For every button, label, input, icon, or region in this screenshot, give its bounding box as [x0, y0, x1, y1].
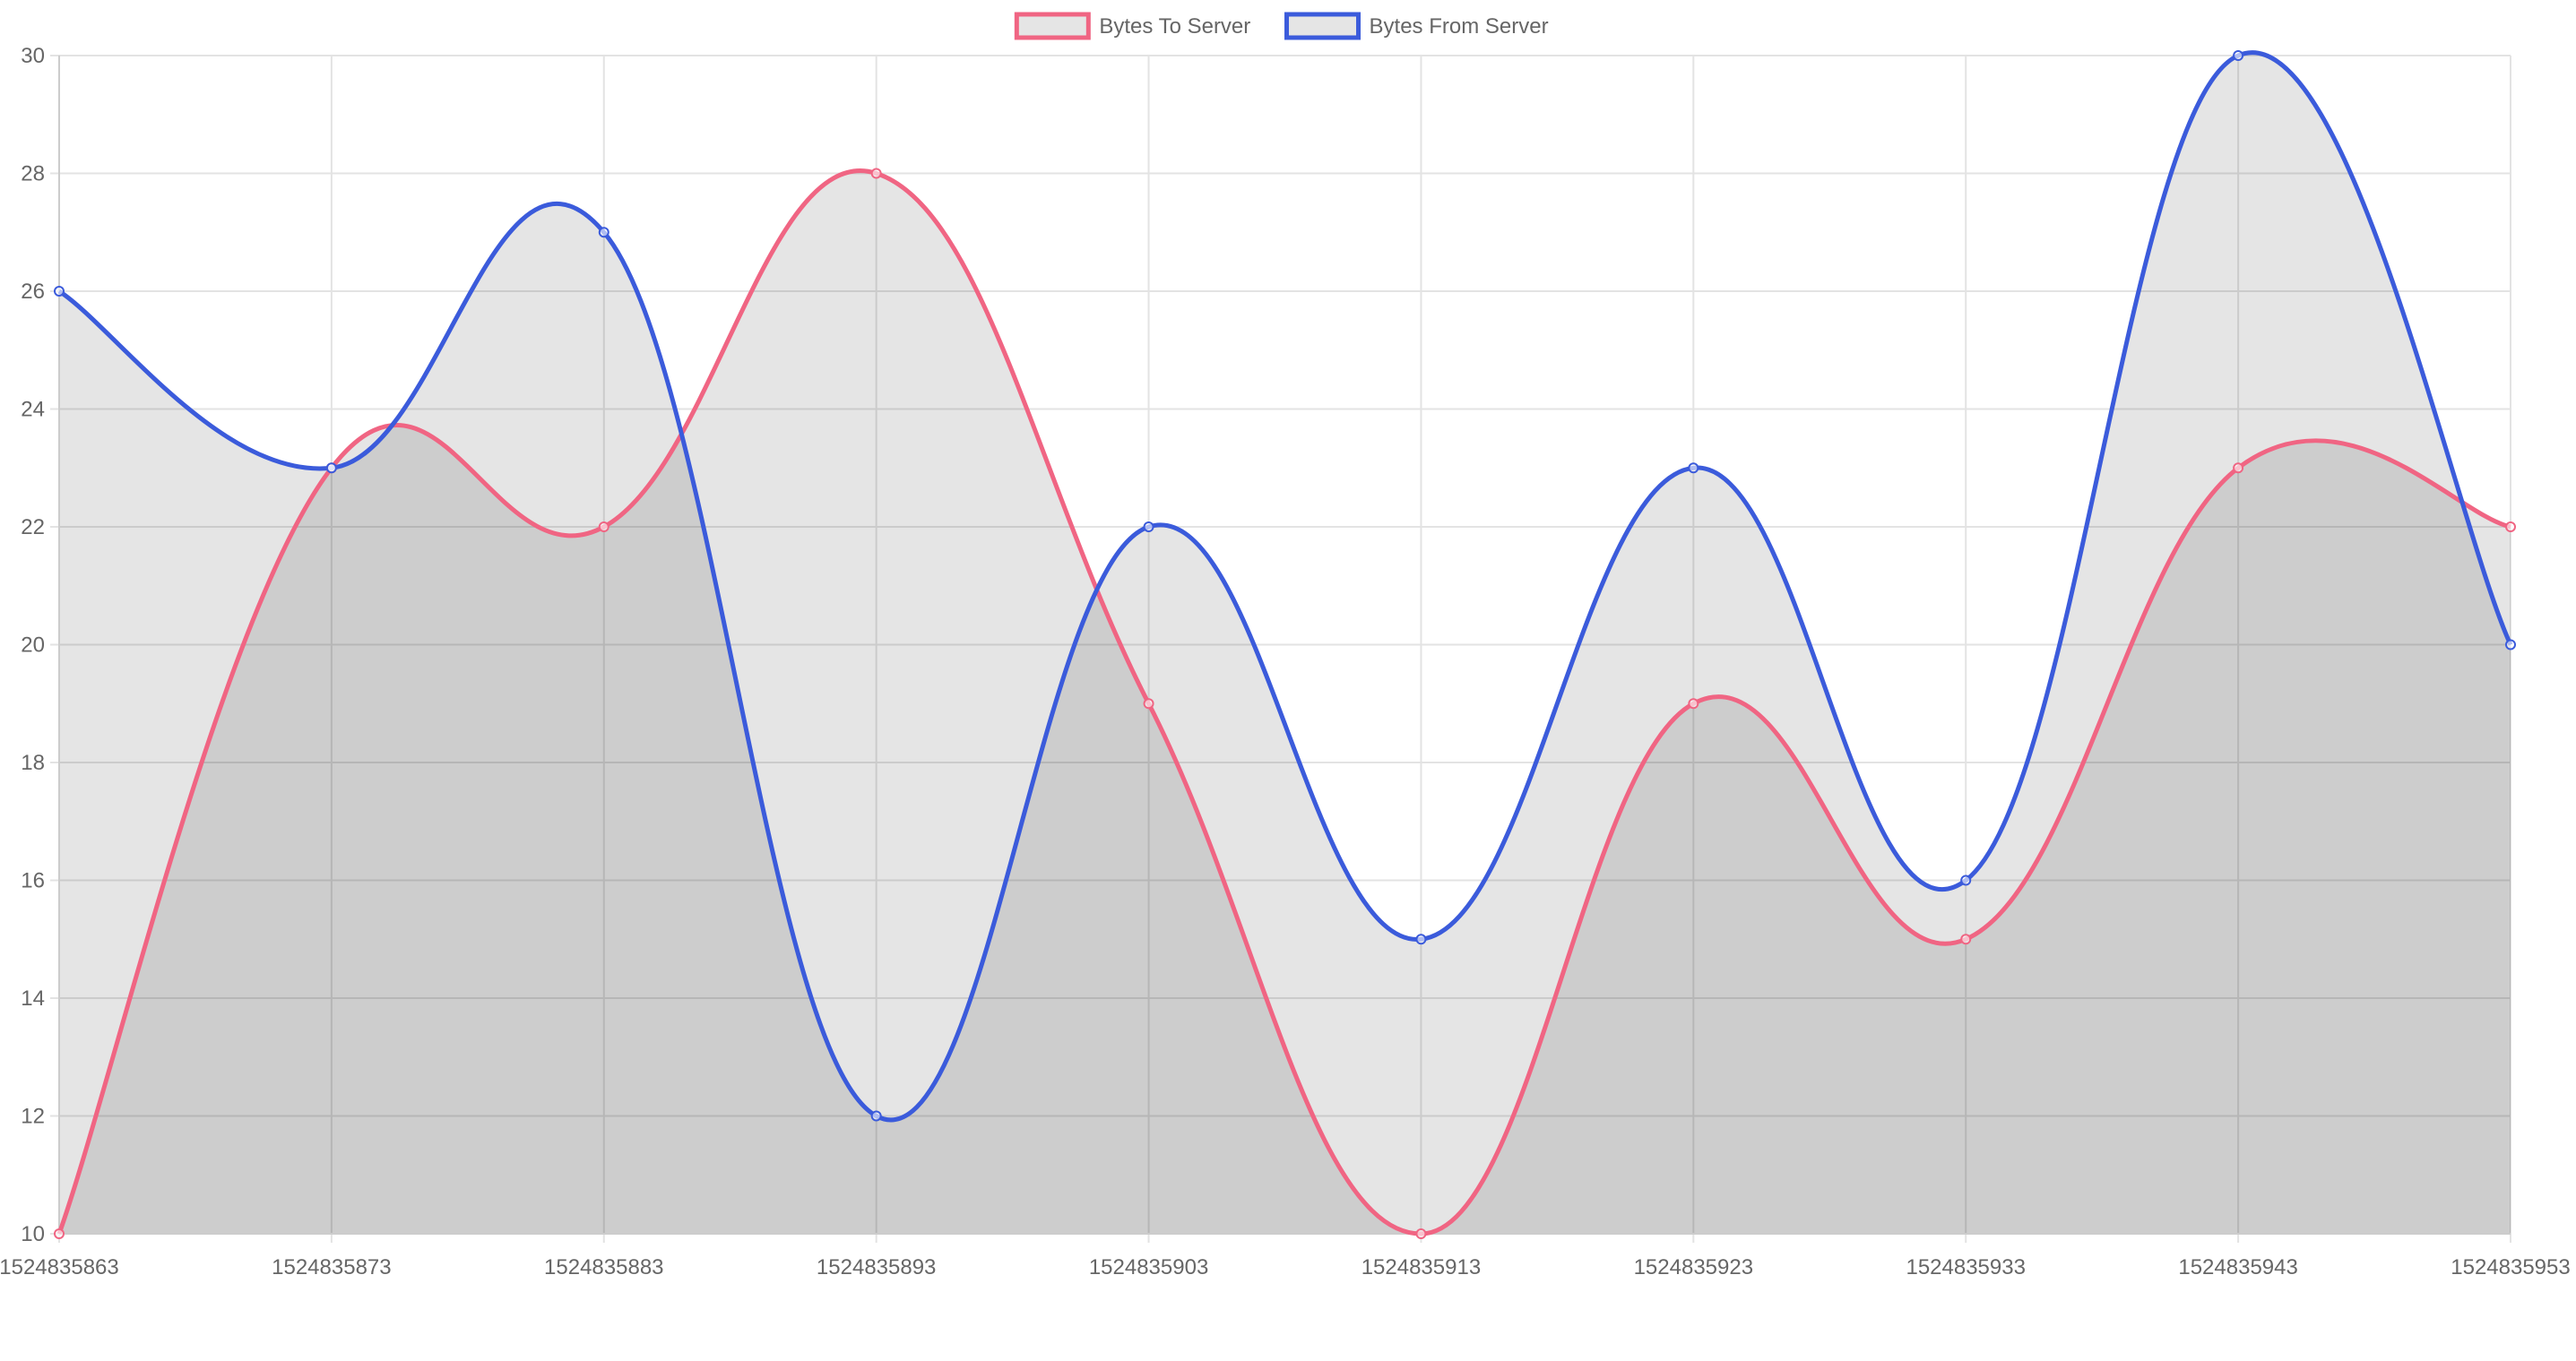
data-point[interactable] — [1688, 462, 1699, 474]
y-tick-label: 14 — [21, 986, 45, 1011]
x-tick-label: 1524835863 — [0, 1255, 119, 1279]
x-tick-label: 1524835953 — [2451, 1255, 2570, 1279]
x-tick-label: 1524835873 — [272, 1255, 391, 1279]
y-tick-label: 28 — [21, 162, 45, 186]
series-line-1 — [56, 168, 2511, 1236]
data-point[interactable] — [598, 227, 609, 238]
legend-item-1[interactable]: Bytes To Server — [1014, 12, 1250, 40]
y-tick-label: 12 — [21, 1105, 45, 1129]
y-tick-label: 10 — [21, 1222, 45, 1246]
series-line-2 — [57, 50, 2513, 1123]
data-point[interactable] — [325, 462, 337, 474]
data-point[interactable] — [54, 286, 65, 297]
data-point[interactable] — [2505, 639, 2516, 650]
data-point[interactable] — [2505, 521, 2516, 532]
x-tick-label: 1524835893 — [817, 1255, 936, 1279]
y-tick-label: 26 — [21, 280, 45, 304]
data-point[interactable] — [2233, 462, 2244, 474]
data-point[interactable] — [1960, 934, 1972, 945]
x-tick-label: 1524835913 — [1361, 1255, 1481, 1279]
data-point[interactable] — [54, 1228, 65, 1239]
axes: 10 12 14 16 18 20 22 24 26 28 30 1524835863 15248358… — [0, 44, 2571, 1279]
legend: Bytes To Server Bytes From Server — [1014, 12, 1549, 40]
x-tick-label: 1524835903 — [1089, 1255, 1208, 1279]
legend-swatch — [1284, 12, 1361, 40]
data-point[interactable] — [870, 168, 882, 179]
area-fills — [59, 52, 2511, 1235]
data-points — [54, 50, 2516, 1239]
data-point[interactable] — [1415, 1228, 1427, 1239]
legend-label: Bytes From Server — [1370, 14, 1549, 39]
legend-item-2[interactable]: Bytes From Server — [1284, 12, 1549, 40]
data-point[interactable] — [1960, 874, 1972, 886]
data-point[interactable] — [1143, 521, 1154, 532]
x-tick-label: 1524835943 — [2178, 1255, 2297, 1279]
legend-label: Bytes To Server — [1099, 14, 1250, 39]
y-tick-label: 24 — [21, 398, 45, 422]
y-tick-label: 16 — [21, 869, 45, 893]
x-tick-label: 1524835933 — [1906, 1255, 2025, 1279]
series-area-2 — [59, 52, 2511, 1235]
series-lines — [56, 50, 2513, 1236]
data-point[interactable] — [870, 1110, 882, 1122]
data-point[interactable] — [598, 521, 609, 532]
data-point[interactable] — [2233, 50, 2244, 61]
x-tick-label: 1524835883 — [544, 1255, 663, 1279]
data-point[interactable] — [1688, 698, 1699, 710]
y-tick-label: 18 — [21, 751, 45, 775]
x-tick-label: 1524835923 — [1634, 1255, 1753, 1279]
data-point[interactable] — [1415, 934, 1427, 945]
data-point[interactable] — [1143, 698, 1154, 710]
series-area-1 — [59, 170, 2511, 1234]
y-tick-label: 20 — [21, 633, 45, 658]
y-tick-label: 30 — [21, 44, 45, 68]
legend-swatch — [1014, 12, 1091, 40]
y-tick-label: 22 — [21, 515, 45, 539]
